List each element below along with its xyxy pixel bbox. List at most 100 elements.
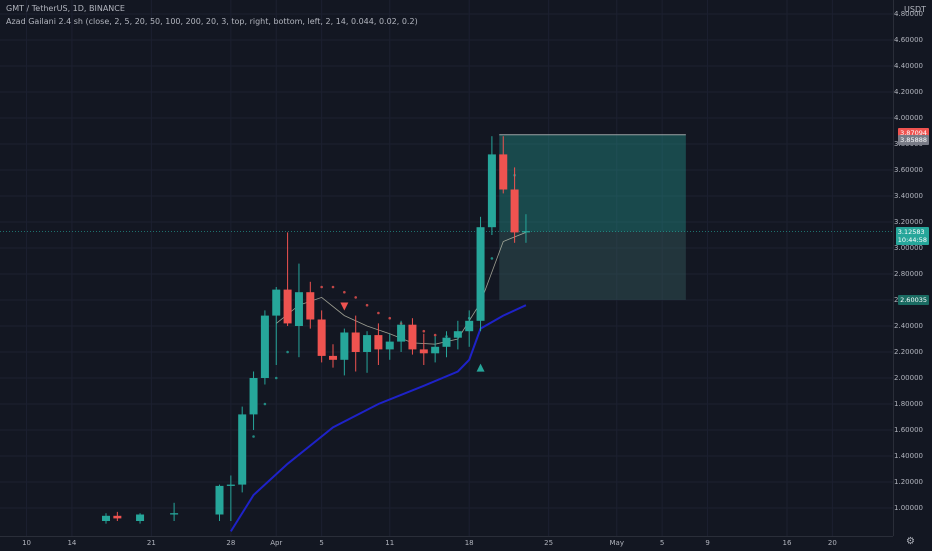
price-tick-label: 3.20000 <box>894 218 923 226</box>
sar-dot <box>433 333 437 337</box>
position-loss-zone <box>499 231 686 300</box>
candle-body <box>408 324 417 350</box>
time-tick-label: May <box>609 539 624 547</box>
price-tag-value: 3.85888 <box>900 136 927 145</box>
time-tick-label: 16 <box>782 539 792 547</box>
indicator-legend[interactable]: Azad Gailani 2.4 sh (close, 2, 5, 20, 50… <box>6 17 418 26</box>
price-tag-countdown: 10:44:58 <box>897 235 927 244</box>
sar-dot <box>422 329 426 333</box>
candle-body <box>340 332 349 360</box>
price-tick-label: 2.20000 <box>894 348 923 356</box>
time-tick-label: 18 <box>464 539 474 547</box>
candle-body <box>374 335 383 350</box>
price-tag-value: 3.87094 <box>900 128 927 137</box>
price-tick-label: 4.60000 <box>894 36 923 44</box>
sar-dot <box>286 350 289 354</box>
candle-body <box>249 378 258 415</box>
candle-body <box>238 414 247 485</box>
candle-body <box>419 349 428 354</box>
candle-body <box>329 355 337 360</box>
sell-signal-icon <box>340 302 349 311</box>
price-tick-label: 4.80000 <box>894 10 923 18</box>
price-axis[interactable]: 4.800004.600004.400004.200004.000003.800… <box>893 0 932 536</box>
candle-body <box>317 319 326 356</box>
candle-body <box>397 324 406 342</box>
sar-dot <box>377 311 380 315</box>
price-tag-value: 2.60035 <box>900 295 927 304</box>
candle-body <box>476 227 485 321</box>
quote-currency-label: USDT <box>904 5 926 14</box>
time-tick-label: 21 <box>146 539 156 547</box>
price-tick-label: 2.80000 <box>894 270 923 278</box>
time-tick-label: 5 <box>659 539 665 547</box>
price-tick-label: 3.00000 <box>894 244 923 252</box>
price-tick-label: 2.40000 <box>894 322 923 330</box>
price-tick-label: 2.00000 <box>894 374 923 382</box>
candle-body <box>385 341 394 350</box>
sar-dot <box>320 285 323 289</box>
candle-body <box>487 154 496 228</box>
time-tick-label: 28 <box>226 539 236 547</box>
time-tick-label: 14 <box>67 539 77 547</box>
time-tick-label: 20 <box>827 539 837 547</box>
price-tick-label: 4.20000 <box>894 88 923 96</box>
candle-body <box>260 315 269 378</box>
candle-body <box>136 514 145 521</box>
time-axis[interactable]: 10 14 21 28 Apr 5 11 18 25 May 5 9 16 20 <box>0 536 893 551</box>
price-tick-label: 1.00000 <box>894 504 923 512</box>
ma-slow-line <box>230 304 527 532</box>
candle-body <box>499 154 508 190</box>
time-tick-label: 11 <box>385 539 395 547</box>
price-tag-value: 3.12583 <box>897 227 925 236</box>
price-tick-label: 1.80000 <box>894 400 923 408</box>
time-tick-label: 5 <box>319 539 324 547</box>
sar-dot <box>331 285 335 289</box>
candle-body <box>521 231 530 233</box>
symbol-legend[interactable]: GMT / TetherUS, 1D, BINANCE <box>6 4 125 13</box>
candle-body <box>351 332 360 352</box>
candle-body <box>170 513 179 515</box>
candle-body <box>215 485 224 515</box>
buy-signal-icon <box>476 363 485 372</box>
price-tick-label: 4.00000 <box>894 114 923 122</box>
sar-dot <box>343 290 346 294</box>
sar-dot <box>354 296 358 299</box>
candle-body <box>363 335 372 352</box>
candle-body <box>113 515 122 519</box>
price-tick-label: 1.40000 <box>894 452 923 460</box>
sar-dot <box>252 435 255 438</box>
candle-body <box>306 292 315 320</box>
price-tick-label: 3.60000 <box>894 166 923 174</box>
candle-body <box>102 515 110 521</box>
price-tick-label: 1.60000 <box>894 426 923 434</box>
price-plot[interactable] <box>0 0 893 536</box>
price-tick-label: 1.20000 <box>894 478 923 486</box>
time-tick-label: 25 <box>544 539 554 547</box>
candle-body <box>431 346 440 354</box>
sar-dot <box>263 402 267 406</box>
price-tick-label: 3.40000 <box>894 192 923 200</box>
gear-icon[interactable]: ⚙ <box>906 536 915 547</box>
price-tag: 2.60035 <box>898 294 929 305</box>
candle-body <box>294 292 303 326</box>
sar-dot <box>388 316 392 320</box>
candle-body <box>442 337 451 347</box>
position-profit-zone <box>499 134 686 232</box>
candle-body <box>272 289 281 316</box>
candle-body <box>510 189 519 233</box>
sar-dot <box>274 376 278 380</box>
price-tag: 3.12583 10:44:58 <box>895 226 929 245</box>
time-tick-label: Apr <box>270 539 283 547</box>
sar-dot <box>490 257 494 260</box>
time-tick-label: 9 <box>705 539 710 547</box>
time-tick-label: 10 <box>22 539 32 547</box>
candle-body <box>453 331 462 338</box>
sar-dot <box>365 303 369 307</box>
candle-body <box>283 289 292 324</box>
candle-body <box>226 484 235 486</box>
price-tag: 3.87094 <box>898 127 929 138</box>
candle-body <box>465 320 474 332</box>
price-tick-label: 4.40000 <box>894 62 923 70</box>
price-tag: 3.85888 <box>898 135 929 146</box>
